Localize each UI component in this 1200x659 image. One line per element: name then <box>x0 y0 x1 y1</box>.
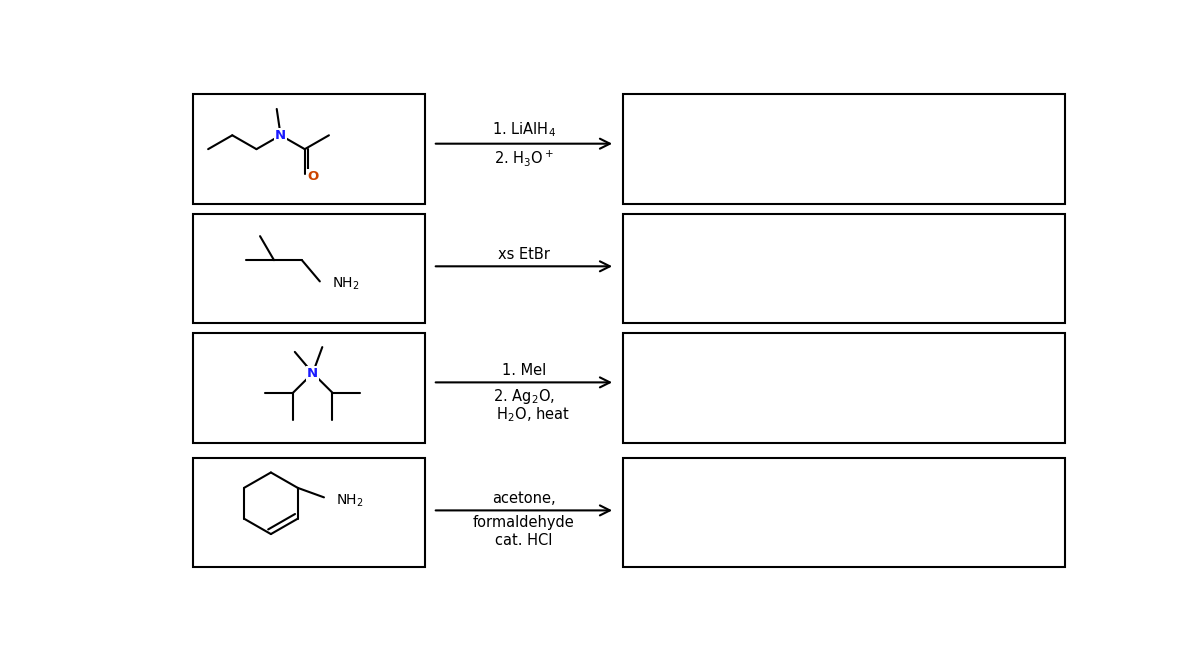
FancyBboxPatch shape <box>193 458 425 567</box>
FancyBboxPatch shape <box>623 333 1064 443</box>
Text: H$_2$O, heat: H$_2$O, heat <box>478 405 570 424</box>
Text: NH$_2$: NH$_2$ <box>332 275 360 292</box>
FancyBboxPatch shape <box>193 214 425 323</box>
FancyBboxPatch shape <box>623 94 1064 204</box>
Text: formaldehyde: formaldehyde <box>473 515 575 530</box>
Text: 1. LiAlH$_4$: 1. LiAlH$_4$ <box>492 121 556 139</box>
Text: 2. Ag$_2$O,: 2. Ag$_2$O, <box>493 387 554 406</box>
Text: 2. H$_3$O$^+$: 2. H$_3$O$^+$ <box>494 148 554 168</box>
FancyBboxPatch shape <box>193 94 425 204</box>
Text: xs EtBr: xs EtBr <box>498 246 550 262</box>
Text: N: N <box>275 129 286 142</box>
Text: O: O <box>307 170 318 183</box>
FancyBboxPatch shape <box>623 214 1064 323</box>
Text: cat. HCl: cat. HCl <box>496 532 553 548</box>
FancyBboxPatch shape <box>623 458 1064 567</box>
Text: acetone,: acetone, <box>492 491 556 506</box>
Text: NH$_2$: NH$_2$ <box>336 492 364 509</box>
Text: 1. MeI: 1. MeI <box>502 362 546 378</box>
Text: N: N <box>307 366 318 380</box>
FancyBboxPatch shape <box>193 333 425 443</box>
